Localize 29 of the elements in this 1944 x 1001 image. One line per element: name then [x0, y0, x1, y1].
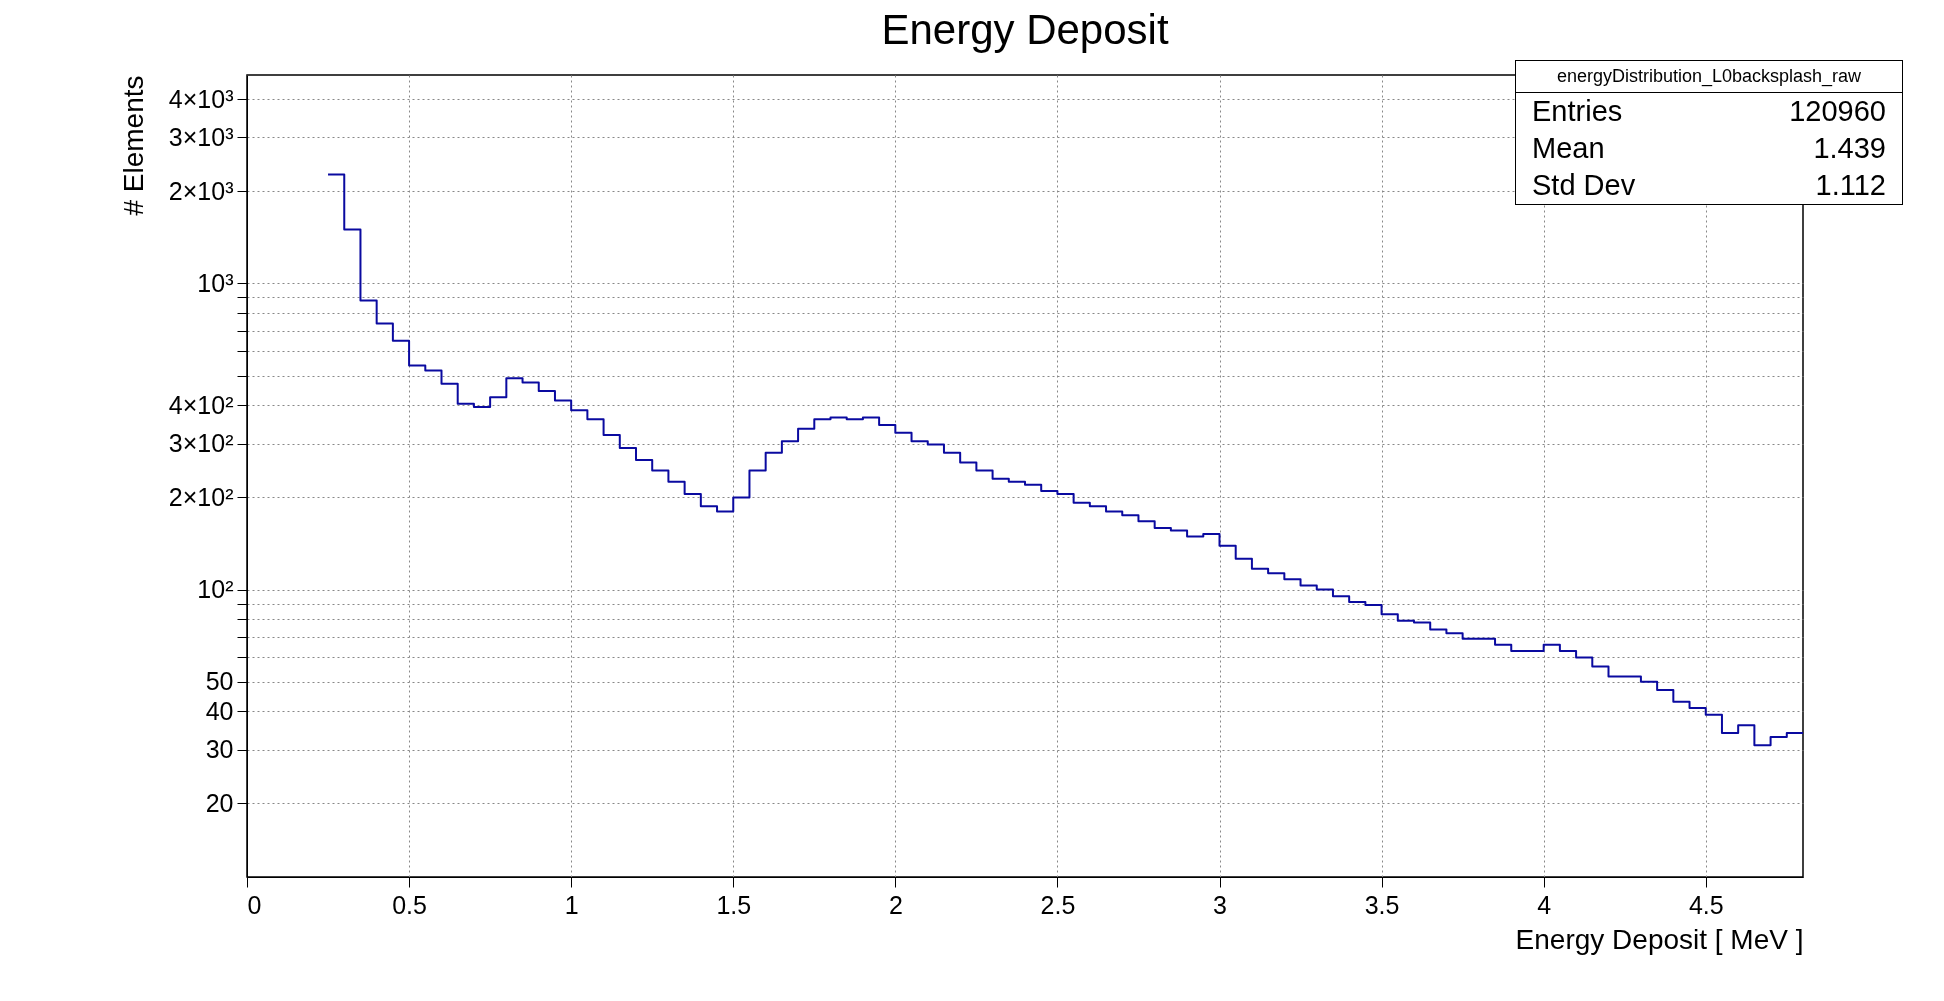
text: Std Dev 1.112: [1532, 169, 1886, 201]
text: Entries 120960: [1532, 95, 1886, 127]
annotation: energyDistribution_L0backsplash_raw: [1516, 61, 1902, 93]
y-tick-label: 4×10²: [168, 390, 234, 419]
x-axis-title: Energy Deposit [ MeV ]: [1515, 923, 1804, 955]
x-tick-label: 1: [564, 890, 579, 919]
y-tick-label: 10²: [197, 575, 234, 604]
y-tick-label: 2×10³: [168, 176, 234, 205]
y-tick-label: 10³: [197, 268, 234, 297]
y-axis-title: # Elements: [117, 75, 149, 216]
y-tick-label: 4×10³: [168, 84, 234, 113]
y-tick-label: 40: [205, 696, 234, 725]
x-tick-label: 3: [1213, 890, 1227, 919]
y-tick-label: 2×10²: [168, 482, 234, 511]
x-tick-label: 4: [1537, 890, 1552, 919]
y-tick-label: 20: [205, 788, 234, 817]
y-tick-label: 50: [205, 667, 234, 696]
y-tick-label: 3×10³: [168, 122, 234, 151]
x-tick-label: 2.5: [1040, 890, 1076, 919]
x-tick-label: 1.5: [716, 890, 752, 919]
x-tick-label: 2: [888, 890, 903, 919]
chart-title: Energy Deposit: [881, 6, 1169, 53]
y-tick-label: 3×10²: [168, 429, 234, 458]
x-tick-label: 0.5: [392, 890, 427, 919]
x-tick-label: 0: [247, 890, 262, 919]
x-tick-label: 3.5: [1364, 890, 1400, 919]
x-tick-label: 4.5: [1688, 890, 1724, 919]
text: Mean 1.439: [1532, 132, 1886, 164]
y-tick-label: 30: [205, 735, 234, 764]
